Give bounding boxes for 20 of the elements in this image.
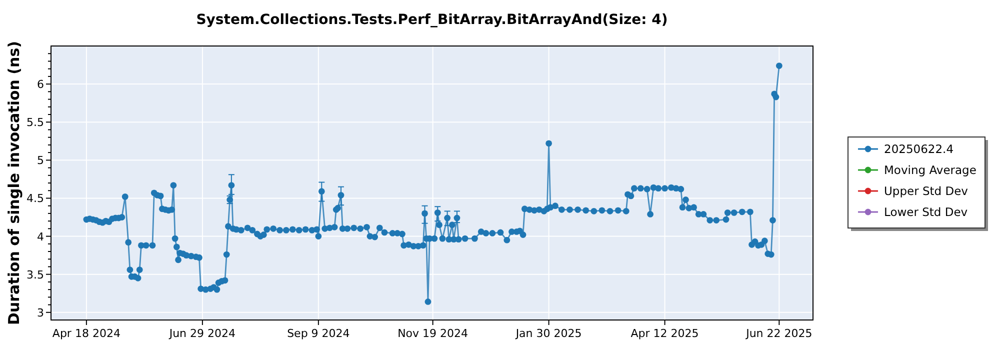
y-axis-title: Duration of single invocation (ns) (5, 41, 23, 325)
x-tick-label: Jun 22 2025 (745, 327, 812, 340)
y-tick-label: 4.5 (26, 192, 44, 206)
y-tick-label: 3.5 (26, 268, 44, 282)
legend-label: Moving Average (884, 163, 976, 177)
legend-label: 20250622.4 (884, 142, 954, 156)
chart-title: System.Collections.Tests.Perf_BitArray.BitArrayAnd(Size: 4) (196, 12, 668, 28)
y-tick-label: 5 (37, 154, 44, 168)
x-tick-label: Jan 30 2025 (514, 327, 582, 340)
x-tick-label: Nov 19 2024 (398, 327, 468, 340)
x-tick-label: Apr 18 2024 (52, 327, 120, 340)
x-tick-label: Jun 29 2024 (168, 327, 236, 340)
y-tick-label: 6 (37, 78, 44, 92)
legend-label: Lower Std Dev (884, 205, 968, 219)
x-tick-label: Apr 12 2025 (630, 327, 699, 340)
y-tick-label: 3 (37, 306, 44, 320)
y-tick-label: 5.5 (26, 116, 44, 130)
x-tick-label: Sep 9 2024 (287, 327, 350, 340)
legend-label: Upper Std Dev (884, 184, 968, 198)
y-tick-label: 4 (37, 230, 44, 244)
